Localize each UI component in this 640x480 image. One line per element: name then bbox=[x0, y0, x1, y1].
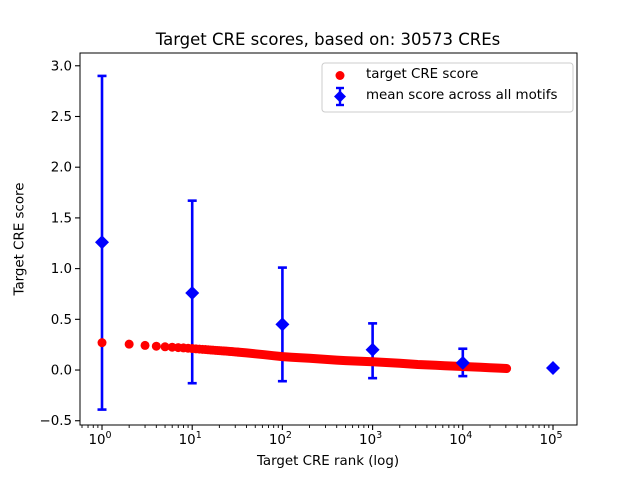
svg-text:1.0: 1.0 bbox=[51, 262, 72, 277]
svg-text:2.0: 2.0 bbox=[51, 161, 72, 176]
x-axis-label: Target CRE rank (log) bbox=[256, 454, 400, 469]
svg-text:100: 100 bbox=[88, 430, 111, 448]
svg-text:2.5: 2.5 bbox=[51, 110, 72, 125]
svg-text:105: 105 bbox=[539, 430, 562, 448]
blue-diamond-markers bbox=[95, 235, 561, 376]
red-scatter-series bbox=[97, 338, 512, 373]
svg-text:104: 104 bbox=[449, 430, 472, 448]
svg-text:1.5: 1.5 bbox=[51, 211, 72, 226]
svg-text:−0.5: −0.5 bbox=[39, 414, 72, 429]
svg-text:0.5: 0.5 bbox=[51, 313, 72, 328]
y-axis-ticks: −0.5 0.0 0.5 1.0 1.5 2.0 2.5 3.0 bbox=[39, 59, 80, 429]
svg-text:102: 102 bbox=[269, 430, 292, 448]
legend-label-target-cre-score: target CRE score bbox=[366, 67, 479, 82]
svg-text:103: 103 bbox=[359, 430, 382, 448]
legend-label-mean-score: mean score across all motifs bbox=[366, 88, 558, 103]
svg-text:0.0: 0.0 bbox=[51, 364, 72, 379]
legend-marker-red-circle bbox=[335, 71, 345, 80]
svg-text:3.0: 3.0 bbox=[51, 59, 72, 74]
svg-text:101: 101 bbox=[179, 430, 202, 448]
plot-frame bbox=[79, 52, 578, 426]
y-axis-label: Target CRE score bbox=[12, 182, 28, 296]
chart-title: Target CRE scores, based on: 30573 CREs bbox=[155, 30, 501, 49]
legend-box bbox=[321, 62, 574, 113]
x-axis-ticks: 100 101 102 103 104 105 bbox=[81, 425, 563, 448]
